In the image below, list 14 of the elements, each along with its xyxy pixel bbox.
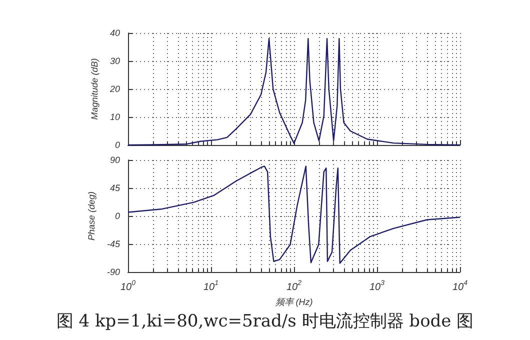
y-tick-label: -90: [106, 267, 120, 277]
x-axis-title: 频率 (Hz): [274, 296, 313, 307]
y-tick-label: 45: [110, 183, 121, 193]
y-tick-label: 10: [110, 112, 120, 122]
y-tick-label: 0: [114, 140, 120, 150]
y-axis-title: Magnitude (dB): [90, 58, 100, 120]
y-tick-label: 0: [114, 211, 120, 221]
y-tick-label: 40: [110, 28, 120, 38]
caption: 图 4 kp=1,ki=80,wc=5rad/s 时电流控制器 bode 图: [56, 312, 474, 332]
y-tick-label: 30: [110, 56, 120, 66]
y-tick-label: 90: [110, 155, 120, 165]
y-axis-title: Phase (deg): [86, 191, 97, 241]
y-tick-label: -45: [106, 239, 121, 249]
y-tick-label: 20: [108, 84, 120, 94]
